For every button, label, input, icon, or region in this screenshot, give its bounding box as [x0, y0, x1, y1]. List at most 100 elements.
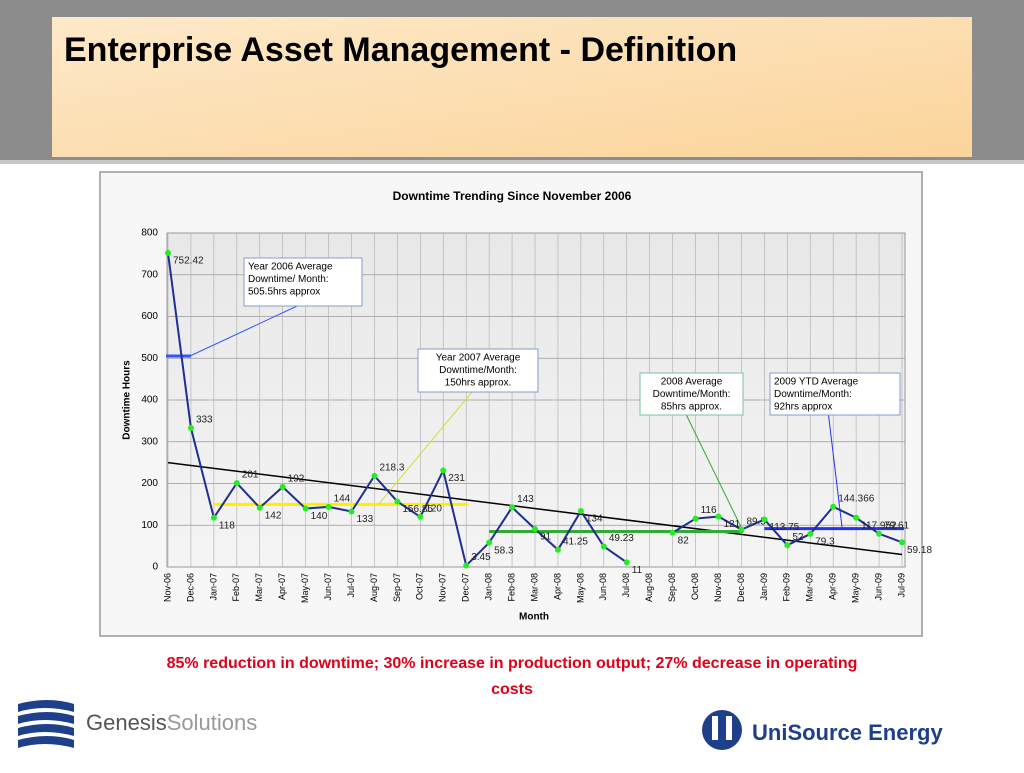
data-point — [509, 504, 516, 511]
callout-text: 92hrs approx — [774, 402, 832, 413]
data-label: 41.25 — [563, 536, 588, 547]
data-label: 52 — [792, 532, 804, 543]
data-label: 231 — [448, 473, 465, 484]
x-tick-label: Jul-07 — [346, 573, 356, 598]
x-tick-label: Apr-08 — [552, 573, 562, 600]
y-tick-label: 500 — [141, 353, 158, 364]
data-label: 142 — [265, 510, 282, 521]
x-tick-label: Dec-07 — [461, 573, 471, 602]
data-label: 140 — [311, 511, 328, 522]
data-label: 79.3 — [815, 537, 835, 548]
data-point — [761, 516, 768, 523]
caption: 85% reduction in downtime; 30% increase … — [167, 655, 858, 672]
data-label: 156.85 — [402, 504, 433, 515]
logo-text: UniSource Energy — [752, 720, 943, 745]
data-label: 116 — [701, 505, 717, 516]
x-tick-label: Feb-09 — [782, 573, 792, 602]
y-tick-label: 600 — [141, 311, 158, 322]
data-point — [807, 530, 814, 537]
data-label: 143 — [517, 494, 534, 505]
x-tick-label: Apr-07 — [277, 573, 287, 600]
x-tick-label: Nov-06 — [162, 573, 172, 602]
callout-text: 2008 Average — [661, 377, 723, 388]
x-tick-label: Jan-07 — [208, 573, 218, 601]
caption: costs — [491, 681, 533, 698]
trendline — [167, 461, 903, 556]
data-point — [876, 530, 883, 537]
data-point — [738, 526, 745, 533]
data-label: 11 — [632, 565, 643, 576]
y-tick-label: 200 — [141, 478, 158, 489]
callout-text: Downtime/Month: — [439, 365, 517, 376]
data-label: 49.23 — [609, 533, 634, 544]
x-tick-label: Nov-07 — [438, 573, 448, 602]
x-tick-label: Jul-08 — [621, 573, 631, 598]
data-point — [165, 249, 171, 256]
data-point — [830, 503, 837, 510]
genesis-logo: GenesisSolutions — [18, 700, 257, 748]
callout-box — [639, 372, 744, 416]
data-label: 333 — [196, 415, 213, 426]
data-point — [279, 483, 286, 490]
callout-text: 85hrs approx. — [661, 402, 722, 413]
x-tick-label: Jun-09 — [873, 573, 883, 601]
y-tick-label: 800 — [141, 228, 158, 239]
data-point — [463, 562, 470, 569]
data-point — [486, 539, 493, 546]
data-label: 134 — [586, 514, 603, 525]
x-tick-label: Mar-09 — [805, 573, 815, 602]
data-point — [210, 514, 217, 521]
logo-name: Genesis — [86, 710, 167, 735]
x-tick-label: Aug-07 — [369, 573, 379, 602]
data-point — [577, 508, 584, 515]
data-label: 218.3 — [379, 463, 404, 474]
data-label: 79.61 — [884, 520, 909, 531]
x-tick-label: Aug-08 — [644, 573, 654, 602]
x-tick-label: May-08 — [575, 573, 585, 603]
callout-box — [417, 348, 539, 393]
data-point — [302, 505, 309, 512]
data-point — [715, 513, 722, 520]
data-point — [784, 542, 791, 549]
x-tick-label: Dec-06 — [185, 573, 195, 602]
logo-suffix: Solutions — [167, 710, 258, 735]
data-label: 89.5 — [746, 516, 766, 527]
data-label: 59.18 — [907, 545, 932, 556]
data-point — [325, 503, 332, 510]
data-label: 144.366 — [838, 493, 875, 504]
x-tick-label: Jan-08 — [484, 573, 494, 601]
y-tick-label: 700 — [141, 269, 158, 280]
data-point — [417, 513, 424, 520]
data-label: 121 — [724, 519, 741, 530]
data-label: 82 — [678, 535, 690, 546]
data-point — [623, 559, 630, 566]
data-point — [187, 424, 194, 431]
chart-title: Downtime Trending Since November 2006 — [393, 189, 632, 203]
y-axis-label: Downtime Hours — [122, 360, 133, 440]
unisource-logo: UniSource Energy — [702, 710, 943, 750]
data-point — [440, 467, 447, 474]
x-axis-label: Month — [519, 612, 549, 623]
y-tick-label: 0 — [152, 562, 158, 573]
x-tick-label: Sep-07 — [392, 573, 402, 602]
x-tick-label: Oct-08 — [690, 573, 700, 600]
data-point — [394, 498, 401, 505]
logo-text: GenesisSolutions — [86, 710, 257, 735]
x-tick-label: Oct-07 — [415, 573, 425, 600]
callout-text: 150hrs approx. — [445, 378, 512, 389]
x-tick-label: Nov-08 — [713, 573, 723, 602]
data-label: 133 — [357, 514, 374, 525]
callout-text: 2009 YTD Average — [774, 377, 859, 388]
data-point — [348, 508, 355, 515]
callout-text: Year 2006 Average — [248, 262, 333, 273]
data-label: 144 — [334, 494, 351, 505]
data-label: 91 — [540, 532, 552, 543]
callout-pointer — [685, 414, 742, 528]
data-label: 58.3 — [494, 545, 514, 556]
data-point — [669, 529, 676, 536]
callout-text: Downtime/Month: — [653, 389, 731, 400]
data-point — [532, 526, 538, 533]
x-tick-label: Jan-09 — [759, 573, 769, 601]
callout-pointer — [189, 305, 298, 357]
